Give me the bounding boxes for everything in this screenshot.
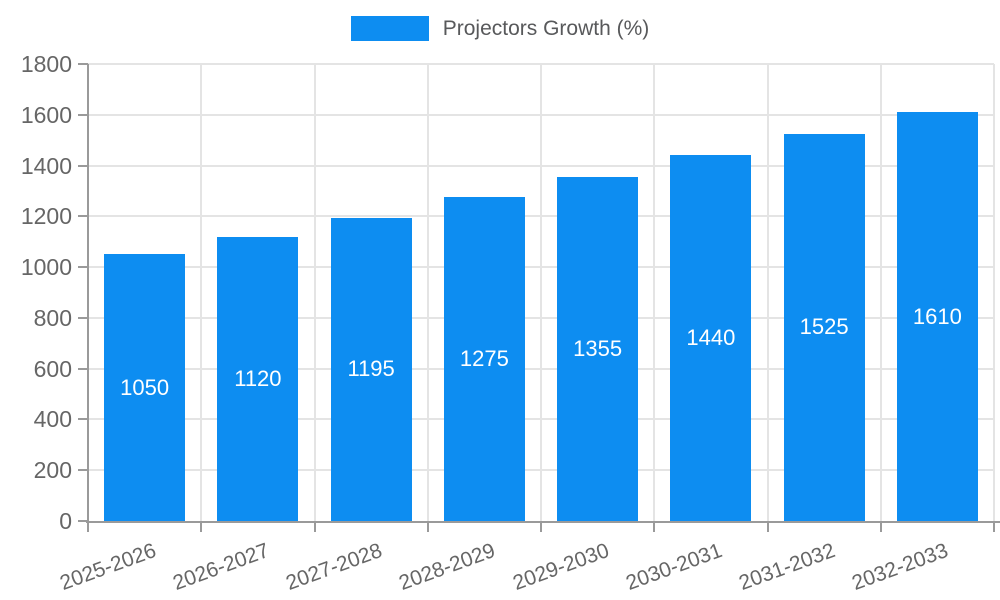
bar-value-label: 1050: [120, 374, 170, 400]
gridline-x-boundary-7: [879, 64, 882, 521]
y-tick-1400: [78, 164, 88, 167]
y-tick-1000: [78, 266, 88, 269]
y-axis-line: [87, 64, 89, 521]
bar-2028-2029[interactable]: 1275: [443, 197, 525, 521]
legend: Projectors Growth (%): [0, 16, 1000, 41]
y-tick-1600: [78, 113, 88, 116]
y-tick-label-600: 600: [33, 355, 72, 382]
bar-2025-2026[interactable]: 1050: [104, 254, 186, 521]
legend-marker-projectors-growth[interactable]: [350, 16, 429, 41]
y-tick-label-0: 0: [59, 508, 72, 534]
y-tick-label-1000: 1000: [20, 254, 72, 281]
bar-value-label: 1195: [347, 356, 395, 382]
bar-value-label: 1610: [912, 303, 962, 329]
bar-value-label: 1440: [686, 325, 736, 351]
bar-2032-2033[interactable]: 1610: [896, 112, 978, 521]
y-tick-label-200: 200: [33, 457, 72, 484]
bar-2030-2031[interactable]: 1440: [670, 155, 752, 521]
y-tick-600: [78, 367, 88, 370]
gridline-x-boundary-5: [653, 64, 656, 521]
bar-value-label: 1120: [234, 365, 282, 391]
bar-value-label: 1525: [799, 314, 849, 340]
y-tick-label-1600: 1600: [20, 101, 72, 128]
x-tick-0: [87, 523, 89, 532]
bar-2031-2032[interactable]: 1525: [783, 133, 865, 521]
y-tick-400: [78, 418, 88, 421]
x-tick-2: [313, 523, 316, 532]
x-tick-3: [426, 523, 429, 532]
bar-2029-2030[interactable]: 1355: [557, 176, 639, 521]
y-tick-800: [78, 316, 88, 319]
gridline-x-boundary-1: [200, 64, 203, 521]
y-tick-200: [78, 469, 88, 472]
plot-area: 1050 1120 1195 1275 1355 1440 1525 1610 0 200 400 6…: [21, 51, 1000, 595]
bar-2026-2027[interactable]: 1120: [217, 236, 299, 521]
y-tick-label-1800: 1800: [20, 51, 72, 77]
x-axis-line: [86, 521, 1000, 523]
x-tick-8: [993, 523, 995, 532]
y-tick-label-400: 400: [33, 406, 72, 433]
bar-value-label: 1275: [459, 346, 509, 372]
y-tick-1800: [78, 63, 88, 65]
x-tick-6: [766, 523, 769, 532]
x-tick-4: [540, 523, 542, 532]
x-tick-7: [879, 523, 882, 532]
legend-label-projectors-growth[interactable]: Projectors Growth (%): [442, 16, 650, 40]
y-tick-label-800: 800: [33, 304, 72, 331]
gridline-x-boundary-4: [540, 64, 542, 521]
y-tick-0: [78, 520, 88, 522]
y-tick-1200: [78, 215, 88, 218]
x-tick-1: [200, 523, 203, 532]
gridline-x-boundary-2: [313, 64, 316, 521]
gridline-x-boundary-3: [426, 64, 429, 521]
gridline-x-boundary-8: [993, 64, 995, 521]
bar-2027-2028[interactable]: 1195: [330, 217, 412, 521]
y-tick-label-1200: 1200: [20, 203, 72, 230]
gridline-x-boundary-6: [766, 64, 769, 521]
y-tick-label-1400: 1400: [20, 152, 72, 179]
x-tick-5: [653, 523, 656, 532]
bar-value-label: 1355: [573, 335, 623, 361]
